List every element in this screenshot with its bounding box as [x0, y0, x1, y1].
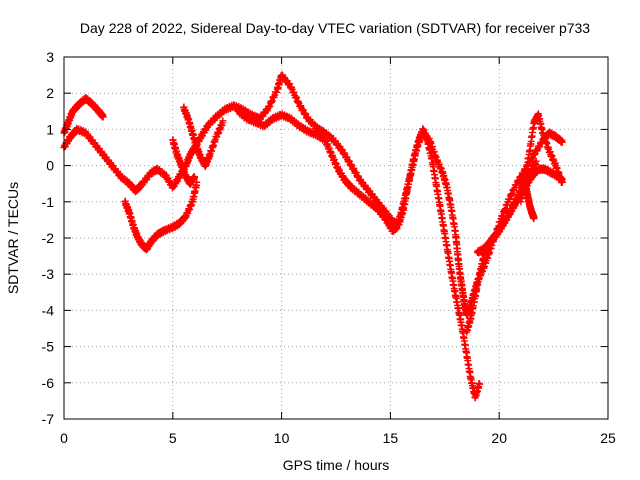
- y-tick-label: -2: [42, 230, 55, 246]
- series-track-f: [234, 106, 484, 402]
- data-point: [191, 173, 199, 181]
- grid: [64, 57, 608, 419]
- x-tick-label: 0: [60, 430, 68, 446]
- axis-ticks: 0 5 10 15 20 25 -7 -6 -5 -4 -3 -2 -1 0 1 2 3: [42, 49, 616, 446]
- y-tick-label: 1: [46, 121, 54, 137]
- data-points: [60, 71, 566, 402]
- x-tick-label: 5: [169, 430, 177, 446]
- y-tick-label: -4: [42, 302, 55, 318]
- series-track-e: [180, 103, 227, 170]
- x-axis-label: GPS time / hours: [283, 457, 390, 473]
- x-tick-label: 10: [274, 430, 290, 446]
- series-track-d: [169, 136, 199, 188]
- data-point: [558, 178, 566, 186]
- x-tick-label: 25: [600, 430, 616, 446]
- series-track-b: [60, 71, 566, 319]
- series-track-a: [60, 93, 107, 137]
- series-track-j: [521, 179, 538, 223]
- data-point: [476, 380, 484, 388]
- data-point: [532, 157, 540, 165]
- data-point: [219, 117, 227, 125]
- series-track-c: [121, 178, 201, 254]
- y-tick-label: 0: [46, 158, 54, 174]
- x-tick-label: 15: [383, 430, 399, 446]
- data-point: [99, 113, 107, 121]
- data-point: [558, 138, 566, 146]
- x-tick-label: 20: [491, 430, 507, 446]
- y-tick-label: -1: [42, 194, 55, 210]
- y-tick-label: 2: [46, 85, 54, 101]
- y-tick-label: -5: [42, 339, 55, 355]
- y-tick-label: -6: [42, 375, 55, 391]
- data-point: [530, 213, 538, 221]
- y-tick-label: 3: [46, 49, 54, 65]
- y-tick-label: -3: [42, 266, 55, 282]
- y-tick-label: -7: [42, 411, 55, 427]
- y-axis-label: SDTVAR / TECUs: [5, 182, 21, 294]
- chart-title: Day 228 of 2022, Sidereal Day-to-day VTE…: [80, 20, 590, 36]
